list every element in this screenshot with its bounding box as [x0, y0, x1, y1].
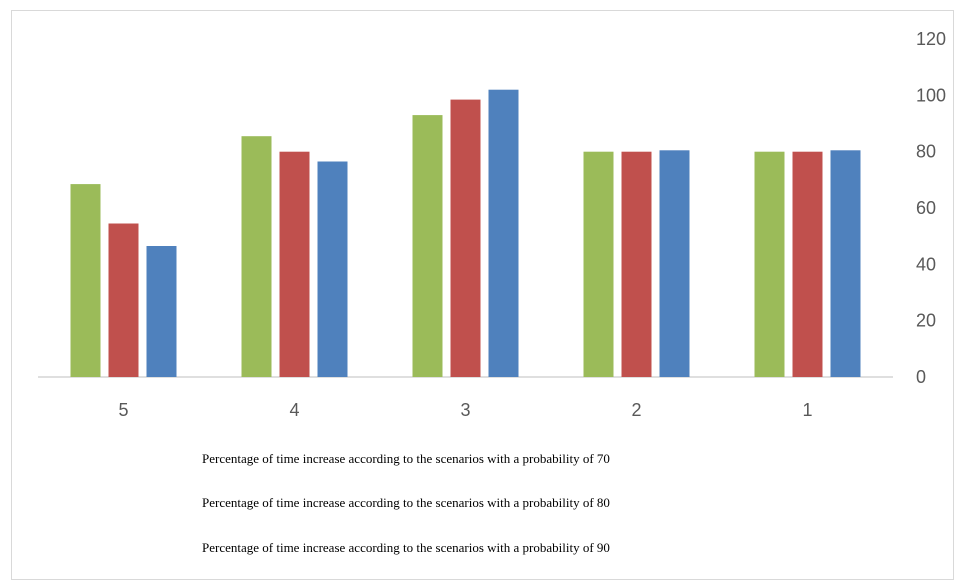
bar-cat-5-series-3 — [146, 246, 177, 377]
y-tick-label: 100 — [916, 85, 946, 105]
x-tick-labels: 5 4 3 2 1 — [118, 400, 812, 420]
bar-cat-5-series-1 — [70, 184, 101, 377]
x-tick-label: 5 — [118, 400, 128, 420]
bar-cat-4-series-3 — [317, 161, 348, 377]
x-tick-label: 4 — [289, 400, 299, 420]
legend-entry-70: Percentage of time increase according to… — [202, 451, 610, 466]
x-tick-label: 1 — [802, 400, 812, 420]
legend-entry-80: Percentage of time increase according to… — [202, 495, 610, 510]
y-tick-label: 120 — [916, 29, 946, 49]
y-tick-label: 40 — [916, 254, 936, 274]
bar-cat-1-series-2 — [792, 151, 823, 377]
y-tick-label: 80 — [916, 142, 936, 162]
bar-cat-1-series-1 — [754, 151, 785, 377]
y-tick-label: 60 — [916, 198, 936, 218]
bar-cat-3-series-3 — [488, 89, 519, 377]
bar-cat-4-series-2 — [279, 151, 310, 377]
bar-cat-5-series-2 — [108, 223, 139, 377]
bar-cat-2-series-3 — [659, 150, 690, 377]
legend-entry-90: Percentage of time increase according to… — [202, 540, 610, 555]
bars-group — [70, 89, 861, 377]
bar-cat-1-series-3 — [830, 150, 861, 377]
bar-cat-2-series-2 — [621, 151, 652, 377]
y-tick-label: 20 — [916, 311, 936, 331]
bar-cat-2-series-1 — [583, 151, 614, 377]
y-tick-labels: 0 20 40 60 80 100 120 — [916, 29, 946, 387]
bar-cat-3-series-2 — [450, 99, 481, 377]
x-tick-label: 3 — [460, 400, 470, 420]
bar-cat-4-series-1 — [241, 136, 272, 377]
bar-cat-3-series-1 — [412, 115, 443, 377]
x-tick-label: 2 — [631, 400, 641, 420]
y-tick-label: 0 — [916, 367, 926, 387]
